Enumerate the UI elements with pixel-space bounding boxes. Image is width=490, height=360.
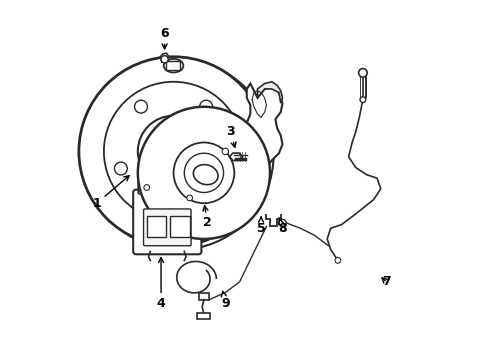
- Ellipse shape: [194, 165, 218, 185]
- Circle shape: [359, 68, 367, 77]
- Text: 2: 2: [203, 206, 212, 229]
- Circle shape: [167, 201, 180, 213]
- Circle shape: [360, 97, 366, 103]
- FancyBboxPatch shape: [144, 209, 191, 246]
- Circle shape: [220, 162, 233, 175]
- Text: 8: 8: [278, 218, 287, 235]
- Circle shape: [187, 195, 193, 201]
- Polygon shape: [258, 82, 283, 103]
- Circle shape: [161, 56, 168, 63]
- Circle shape: [185, 185, 191, 190]
- Bar: [147, 216, 167, 237]
- Ellipse shape: [164, 59, 183, 72]
- Circle shape: [135, 100, 147, 113]
- Text: 4: 4: [157, 257, 166, 310]
- Circle shape: [222, 148, 228, 155]
- Circle shape: [138, 107, 270, 239]
- Text: 7: 7: [382, 275, 391, 288]
- Text: 3: 3: [226, 125, 236, 147]
- Polygon shape: [160, 53, 168, 62]
- Bar: [170, 216, 190, 237]
- Text: 6: 6: [160, 27, 169, 49]
- Polygon shape: [243, 84, 283, 196]
- Circle shape: [335, 257, 341, 263]
- Circle shape: [79, 57, 268, 246]
- Bar: [197, 313, 210, 319]
- Circle shape: [144, 185, 149, 190]
- Circle shape: [150, 128, 197, 175]
- Circle shape: [84, 60, 273, 249]
- FancyBboxPatch shape: [133, 190, 201, 254]
- Text: 5: 5: [257, 217, 266, 235]
- Circle shape: [199, 100, 213, 113]
- Text: 1: 1: [93, 176, 129, 210]
- Bar: [167, 62, 180, 70]
- Circle shape: [115, 162, 127, 175]
- Circle shape: [104, 82, 243, 221]
- Text: 9: 9: [221, 291, 230, 310]
- Circle shape: [279, 219, 286, 226]
- Bar: [198, 293, 209, 300]
- Circle shape: [184, 153, 223, 193]
- FancyBboxPatch shape: [138, 181, 196, 194]
- Circle shape: [138, 116, 209, 187]
- Circle shape: [173, 143, 234, 203]
- Polygon shape: [230, 153, 243, 161]
